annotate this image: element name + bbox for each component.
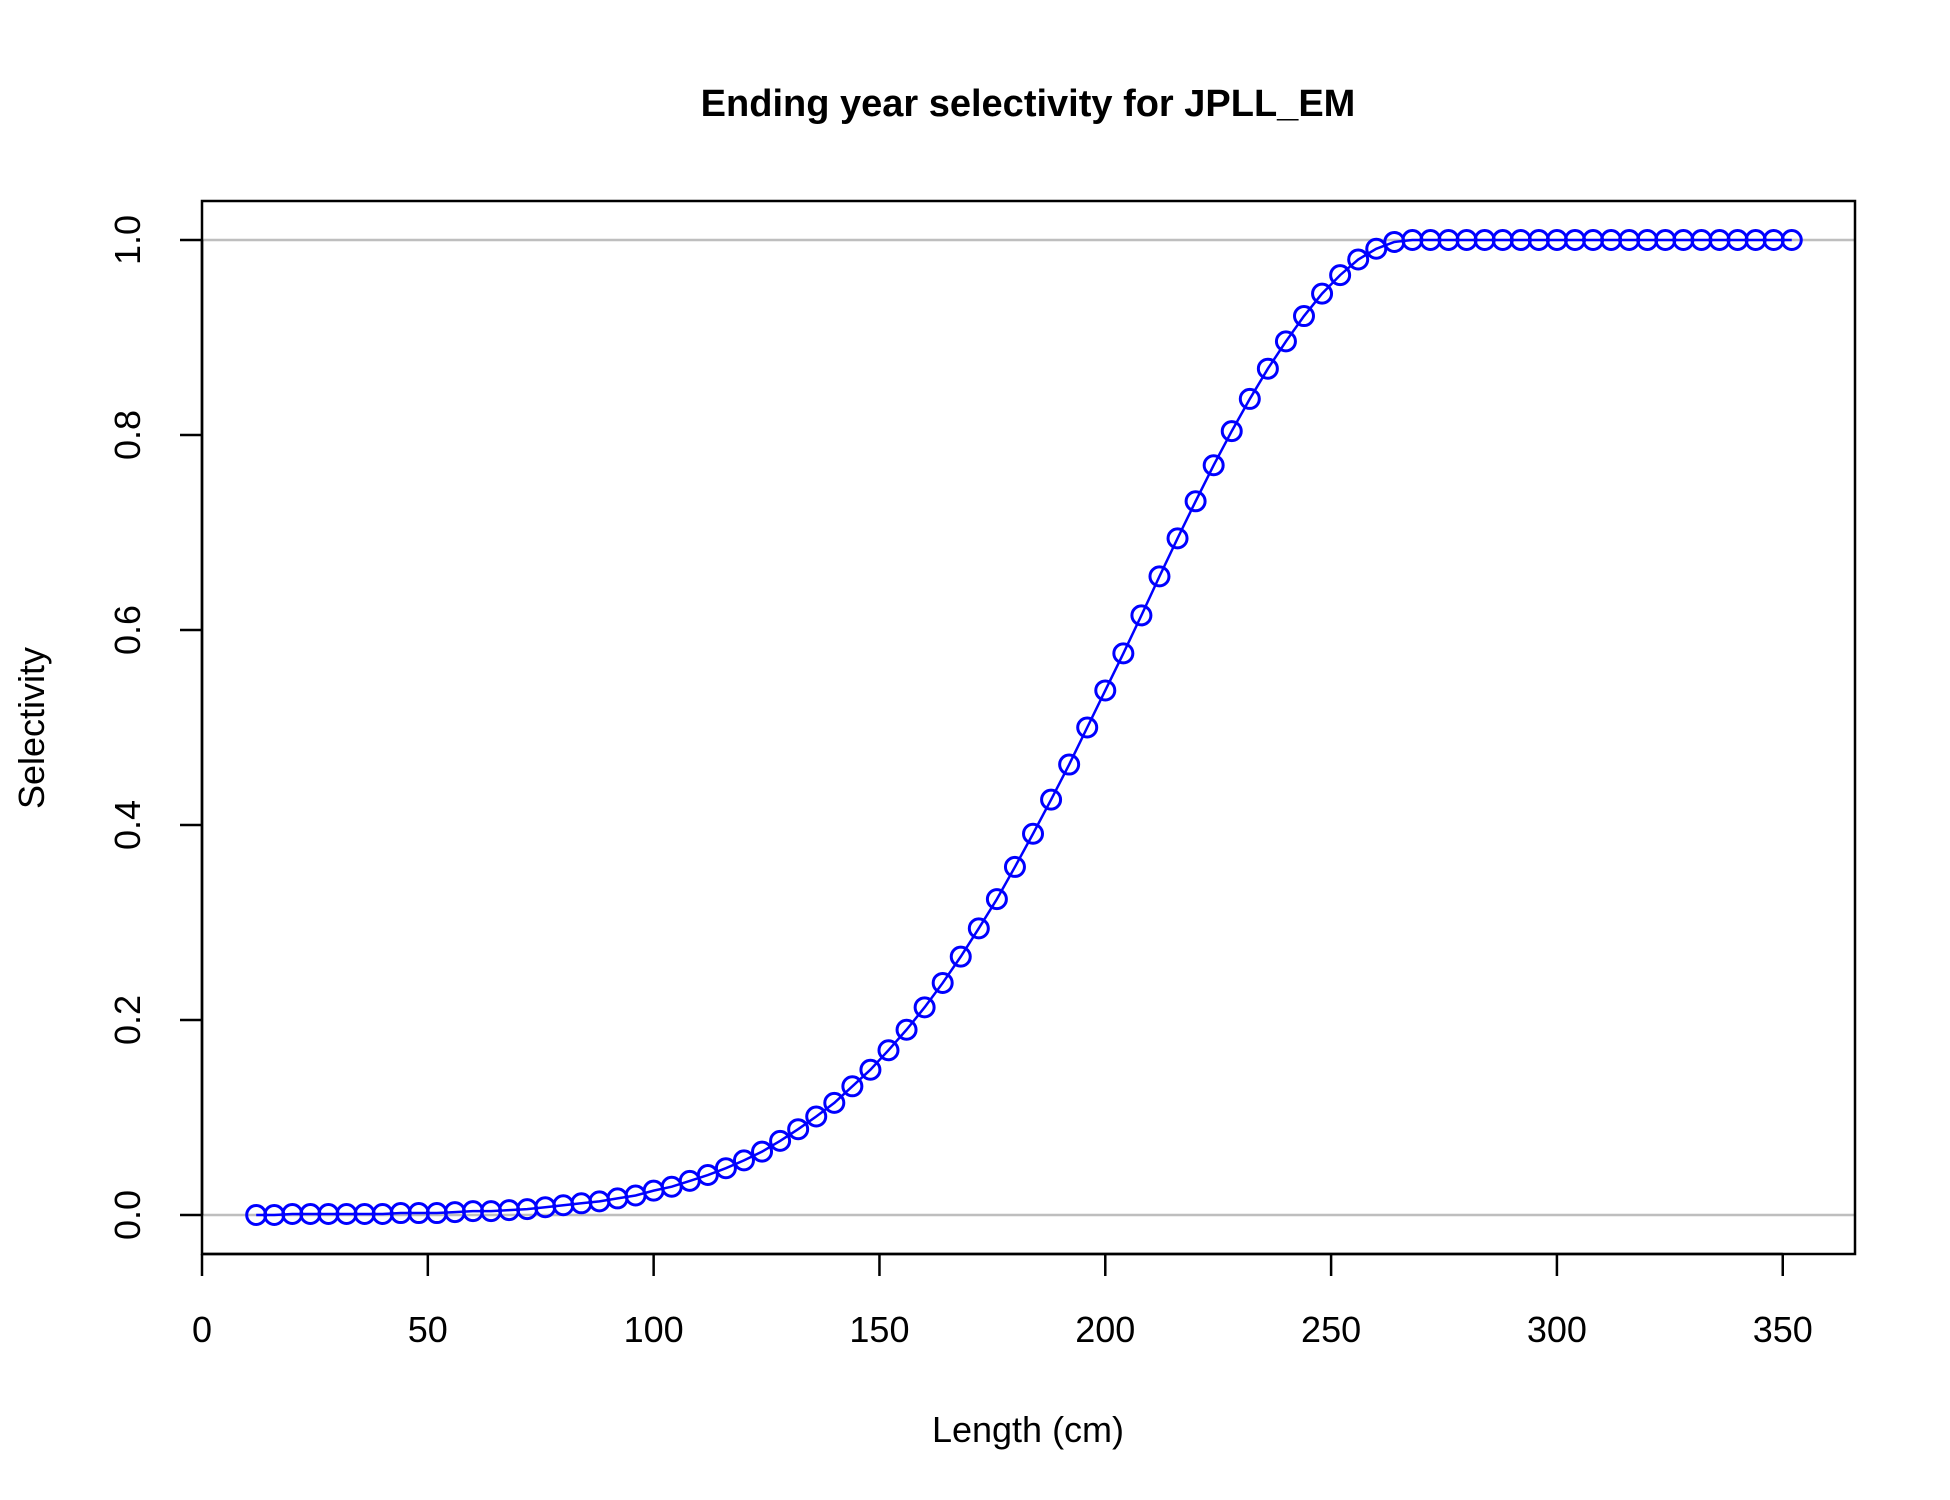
- y-tick-label: 1.0: [107, 215, 148, 265]
- x-tick-label: 150: [849, 1309, 909, 1350]
- data-point: [949, 945, 972, 968]
- data-point: [751, 1140, 774, 1163]
- y-tick-label: 0.8: [107, 410, 148, 460]
- y-tick-label: 0.2: [107, 995, 148, 1045]
- x-tick-label: 50: [408, 1309, 448, 1350]
- data-point: [1148, 565, 1171, 588]
- x-tick-label: 0: [192, 1309, 212, 1350]
- data-point: [823, 1091, 846, 1114]
- data-point: [985, 888, 1008, 911]
- series-layer: [245, 229, 1803, 1226]
- data-point: [769, 1129, 792, 1152]
- x-tick-label: 200: [1075, 1309, 1135, 1350]
- data-point: [1329, 264, 1352, 287]
- data-point: [841, 1075, 864, 1098]
- x-tick-label: 350: [1753, 1309, 1813, 1350]
- data-point: [1274, 330, 1297, 353]
- data-point: [1076, 716, 1099, 739]
- data-point: [1293, 305, 1315, 328]
- y-tick-label: 0.4: [107, 800, 148, 850]
- y-axis-label: Selectivity: [11, 647, 52, 809]
- data-point: [913, 996, 936, 1019]
- data-point: [1202, 454, 1225, 477]
- data-point: [1003, 855, 1026, 878]
- data-point: [859, 1058, 882, 1081]
- data-point: [1130, 604, 1153, 627]
- x-axis-label: Length (cm): [932, 1409, 1124, 1450]
- chart-title: Ending year selectivity for JPLL_EM: [701, 83, 1356, 125]
- data-point: [1040, 788, 1063, 811]
- x-tick-label: 100: [624, 1309, 684, 1350]
- data-point: [1238, 387, 1261, 410]
- data-point: [1256, 357, 1279, 380]
- data-point: [895, 1018, 918, 1041]
- x-tick-label: 300: [1527, 1309, 1587, 1350]
- data-point: [1166, 527, 1189, 550]
- data-point: [732, 1149, 755, 1172]
- data-point: [1780, 229, 1803, 251]
- data-point: [1311, 282, 1334, 305]
- data-point: [805, 1105, 828, 1128]
- data-point: [1220, 420, 1243, 443]
- data-point: [1022, 822, 1045, 845]
- series-line-0: [256, 238, 1792, 1217]
- data-point: [1058, 753, 1081, 776]
- data-point: [787, 1118, 810, 1141]
- y-tick-label: 0.0: [107, 1190, 148, 1240]
- data-point: [1112, 642, 1135, 665]
- y-tick-label: 0.6: [107, 605, 148, 655]
- data-point: [714, 1157, 737, 1180]
- data-point: [1347, 248, 1370, 271]
- data-point: [1184, 490, 1207, 513]
- data-point: [931, 971, 954, 994]
- data-point: [1094, 679, 1117, 702]
- x-axis: 0 50 100 150 200 250 300 350: [192, 1252, 1813, 1350]
- x-tick-label: 250: [1301, 1309, 1361, 1350]
- y-axis: 0.0 0.2 0.4 0.6 0.8 1.0: [107, 215, 204, 1240]
- data-point: [967, 917, 990, 940]
- data-point: [877, 1039, 900, 1062]
